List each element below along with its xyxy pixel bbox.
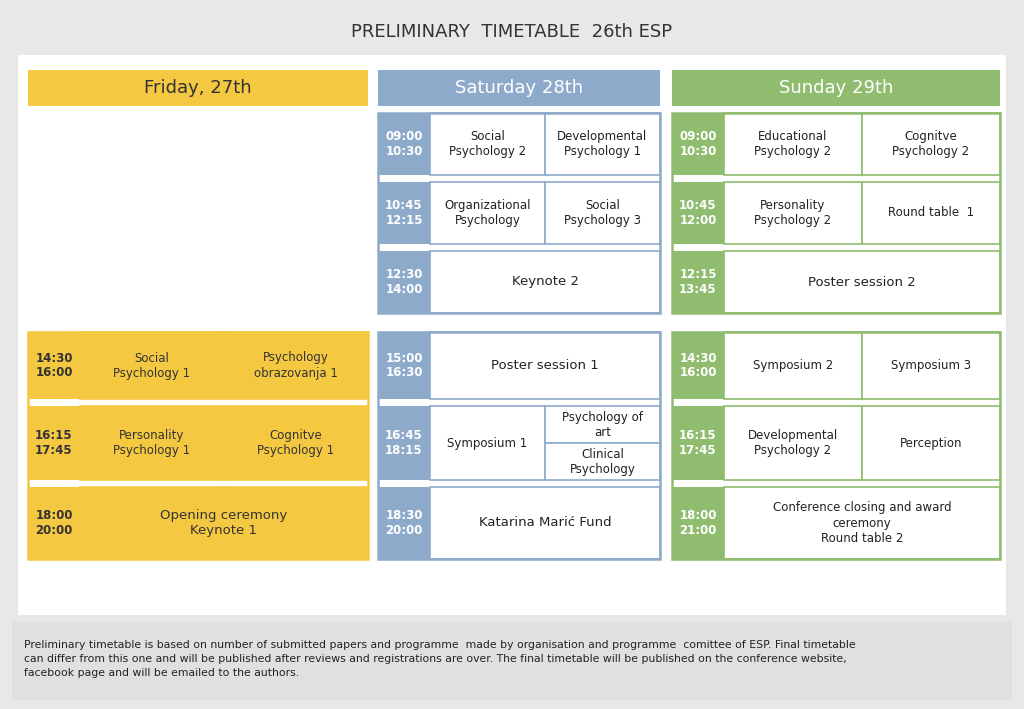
Text: 14:30
16:00: 14:30 16:00 [35,352,73,379]
Bar [672,487,724,559]
Text: Katarina Marić Fund: Katarina Marić Fund [478,516,611,530]
Text: Round table  1: Round table 1 [888,206,974,220]
Text: PRELIMINARY  TIMETABLE  26th ESP: PRELIMINARY TIMETABLE 26th ESP [351,23,673,41]
Text: Educational
Psychology 2: Educational Psychology 2 [755,130,831,158]
Bar [378,182,430,244]
Bar [28,406,80,480]
Bar [672,332,724,399]
Text: 18:00
20:00: 18:00 20:00 [35,509,73,537]
Text: Perception: Perception [900,437,963,450]
Bar [724,113,862,175]
Bar [18,55,1006,615]
Bar [672,332,1000,559]
Text: Opening ceremony
Keynote 1: Opening ceremony Keynote 1 [161,509,288,537]
Bar [862,406,1000,480]
Bar [672,113,724,175]
Text: Cognitve
Psychology 1: Cognitve Psychology 1 [257,429,335,457]
Bar [378,251,430,313]
Bar [28,487,80,559]
Text: Cognitve
Psychology 2: Cognitve Psychology 2 [893,130,970,158]
Bar [224,332,368,399]
Text: Personality
Psychology 2: Personality Psychology 2 [755,199,831,227]
Text: Psychology of
art: Psychology of art [562,411,643,438]
Text: 16:45
18:15: 16:45 18:15 [385,429,423,457]
Bar [80,406,224,480]
Bar [430,251,660,313]
Text: Poster session 1: Poster session 1 [492,359,599,372]
Bar [378,332,660,559]
Bar [430,406,545,480]
Bar [672,182,724,244]
Text: Psychology
obrazovanja 1: Psychology obrazovanja 1 [254,352,338,379]
Text: Social
Psychology 1: Social Psychology 1 [114,352,190,379]
Text: 12:15
13:45: 12:15 13:45 [679,268,717,296]
Bar [378,487,430,559]
Bar [80,487,368,559]
Bar [12,622,1012,700]
Text: 18:00
21:00: 18:00 21:00 [679,509,717,537]
Bar [378,406,430,480]
Text: 10:45
12:15: 10:45 12:15 [385,199,423,227]
Bar [724,487,1000,559]
Bar [672,406,724,480]
Text: Clinical
Psychology: Clinical Psychology [569,447,636,476]
Bar [378,113,430,175]
Bar [545,443,660,480]
Bar [378,70,660,106]
Text: 10:45
12:00: 10:45 12:00 [679,199,717,227]
Bar [430,182,545,244]
Bar [378,113,660,313]
Text: Saturday 28th: Saturday 28th [455,79,583,97]
Text: Organizational
Psychology: Organizational Psychology [444,199,530,227]
Bar [724,332,862,399]
Text: 15:00
16:30: 15:00 16:30 [385,352,423,379]
Text: Symposium 2: Symposium 2 [753,359,834,372]
Bar [430,113,545,175]
Bar [545,113,660,175]
Text: Developmental
Psychology 2: Developmental Psychology 2 [748,429,838,457]
Bar [545,406,660,443]
Bar [430,332,660,399]
Bar [430,487,660,559]
Text: 09:00
10:30: 09:00 10:30 [385,130,423,158]
Bar [672,70,1000,106]
Text: 09:00
10:30: 09:00 10:30 [679,130,717,158]
Bar [672,113,1000,313]
Bar [545,182,660,244]
Text: Social
Psychology 2: Social Psychology 2 [449,130,526,158]
Bar [28,70,368,106]
Bar [672,251,724,313]
Bar [80,332,224,399]
Text: Personality
Psychology 1: Personality Psychology 1 [114,429,190,457]
Text: 18:30
20:00: 18:30 20:00 [385,509,423,537]
Text: Keynote 2: Keynote 2 [512,276,579,289]
Text: Conference closing and award
ceremony
Round table 2: Conference closing and award ceremony Ro… [773,501,951,545]
Text: 14:30
16:00: 14:30 16:00 [679,352,717,379]
Text: Symposium 1: Symposium 1 [447,437,527,450]
Bar [28,332,368,559]
Bar [224,406,368,480]
Text: Poster session 2: Poster session 2 [808,276,915,289]
Bar [724,406,862,480]
Bar [28,332,80,399]
Text: Symposium 3: Symposium 3 [891,359,971,372]
Bar [724,182,862,244]
Bar [862,113,1000,175]
Text: Preliminary timetable is based on number of submitted papers and programme  made: Preliminary timetable is based on number… [24,640,856,679]
Text: 16:15
17:45: 16:15 17:45 [679,429,717,457]
Bar [862,332,1000,399]
Bar [862,182,1000,244]
Text: Sunday 29th: Sunday 29th [779,79,893,97]
Text: 16:15
17:45: 16:15 17:45 [35,429,73,457]
Bar [724,251,1000,313]
Text: Developmental
Psychology 1: Developmental Psychology 1 [557,130,647,158]
Bar [378,332,430,399]
Text: Social
Psychology 3: Social Psychology 3 [564,199,641,227]
Text: 12:30
14:00: 12:30 14:00 [385,268,423,296]
Text: Friday, 27th: Friday, 27th [144,79,252,97]
